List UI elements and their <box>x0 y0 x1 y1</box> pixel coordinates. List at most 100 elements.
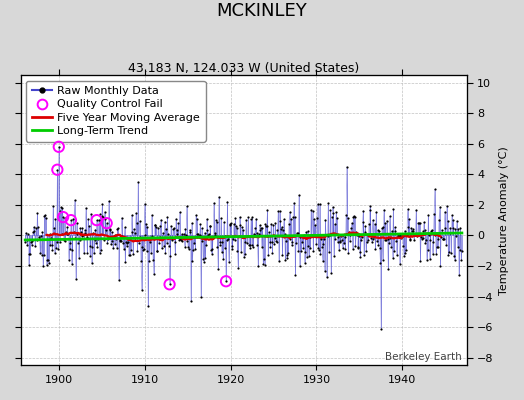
Point <box>237 249 245 255</box>
Point <box>391 228 400 234</box>
Point <box>185 226 194 233</box>
Point <box>359 208 367 214</box>
Point <box>189 247 198 253</box>
Point <box>125 252 134 258</box>
Point <box>52 238 61 245</box>
Point <box>85 243 94 249</box>
Point <box>429 251 437 257</box>
Point <box>24 231 32 237</box>
Point <box>397 234 406 241</box>
Point <box>117 238 125 244</box>
Point <box>346 232 355 238</box>
Point <box>48 246 57 253</box>
Point <box>410 237 418 243</box>
Point <box>195 233 203 240</box>
Point <box>415 220 423 226</box>
Point <box>245 242 254 248</box>
Point <box>413 233 421 240</box>
Point <box>296 263 304 269</box>
Point <box>239 254 248 260</box>
Point <box>209 234 217 241</box>
Point <box>68 261 76 267</box>
Point <box>386 234 395 241</box>
Point <box>321 268 329 274</box>
Point <box>366 202 375 209</box>
Point <box>440 236 448 242</box>
Point <box>259 261 267 267</box>
Point <box>288 242 296 248</box>
Point <box>149 257 157 264</box>
Point <box>176 209 184 215</box>
Point <box>192 212 200 218</box>
Point <box>358 234 366 240</box>
Point <box>145 258 153 264</box>
Point <box>107 241 115 248</box>
Point <box>145 238 154 245</box>
Point <box>449 217 457 224</box>
Point <box>423 246 432 253</box>
Point <box>203 216 211 222</box>
Point <box>257 225 265 232</box>
Point <box>437 234 445 240</box>
Point <box>113 226 122 232</box>
Point <box>201 254 210 261</box>
Point <box>241 250 249 257</box>
Point <box>95 250 104 256</box>
Legend: Raw Monthly Data, Quality Control Fail, Five Year Moving Average, Long-Term Tren: Raw Monthly Data, Quality Control Fail, … <box>26 80 205 142</box>
Point <box>369 236 377 242</box>
Point <box>51 216 59 222</box>
Point <box>402 232 411 239</box>
Point <box>44 256 52 263</box>
Point <box>300 260 309 266</box>
Point <box>222 278 230 284</box>
Point <box>447 250 455 256</box>
Point <box>275 258 283 264</box>
Point <box>54 144 63 150</box>
Point <box>74 240 82 246</box>
Point <box>69 216 77 222</box>
Point <box>377 326 385 332</box>
Point <box>63 224 72 230</box>
Point <box>433 243 441 250</box>
Point <box>217 215 225 221</box>
Point <box>343 164 351 170</box>
Point <box>93 243 102 250</box>
Point <box>308 208 316 214</box>
Point <box>115 238 124 244</box>
Point <box>235 214 244 220</box>
Point <box>81 226 90 233</box>
Point <box>133 220 141 226</box>
Point <box>219 239 227 245</box>
Point <box>45 260 53 267</box>
Point <box>250 232 259 238</box>
Point <box>353 244 362 250</box>
Point <box>247 216 255 222</box>
Point <box>220 219 228 226</box>
Point <box>361 223 369 229</box>
Point <box>263 207 271 213</box>
Point <box>54 246 62 253</box>
Point <box>449 224 457 231</box>
Point <box>200 258 208 265</box>
Point <box>103 240 112 246</box>
Point <box>165 243 173 250</box>
Point <box>342 212 350 218</box>
Point <box>121 259 129 265</box>
Point <box>329 209 337 216</box>
Point <box>40 252 48 259</box>
Point <box>83 250 92 256</box>
Point <box>74 254 83 261</box>
Point <box>178 238 187 244</box>
Point <box>436 262 445 269</box>
Point <box>140 200 149 207</box>
Text: MCKINLEY: MCKINLEY <box>216 2 308 20</box>
Point <box>276 218 285 224</box>
Point <box>154 224 162 231</box>
Point <box>139 246 147 253</box>
Point <box>227 246 236 252</box>
Point <box>284 250 292 256</box>
Point <box>205 223 214 229</box>
Point <box>143 248 151 254</box>
Point <box>428 226 436 233</box>
Point <box>343 214 352 221</box>
